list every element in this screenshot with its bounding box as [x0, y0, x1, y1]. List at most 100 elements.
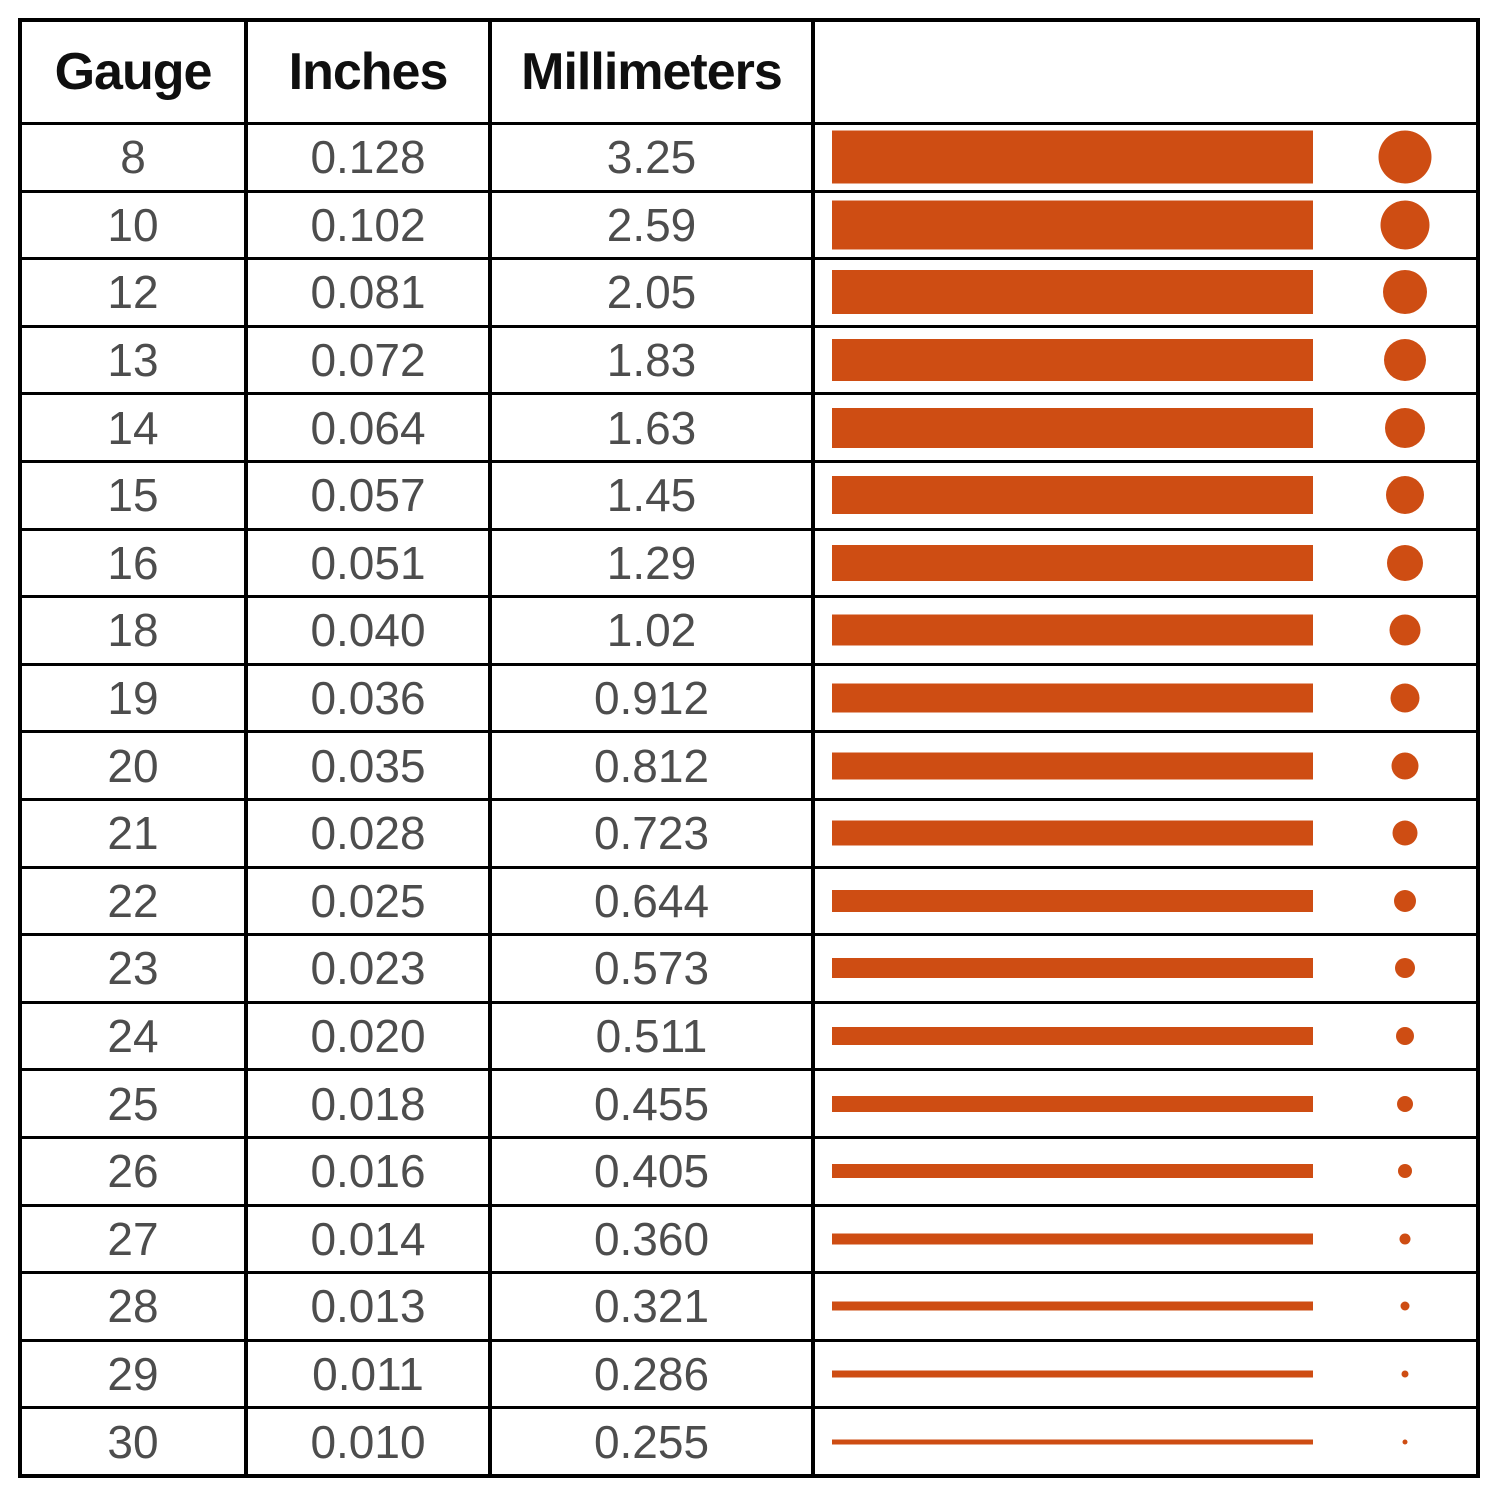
wire-bar	[832, 1370, 1313, 1378]
wire-bar	[832, 820, 1313, 846]
mm-cell: 0.321	[492, 1274, 815, 1339]
gauge-cell: 23	[22, 936, 248, 1001]
header-millimeters: Millimeters	[492, 22, 815, 122]
mm-cell: 0.573	[492, 936, 815, 1001]
wire-dot	[1384, 339, 1426, 382]
inches-cell: 0.102	[248, 192, 492, 258]
gauge-cell: 18	[22, 598, 248, 663]
gauge-cell: 24	[22, 1003, 248, 1069]
wire-bar	[832, 614, 1313, 646]
wire-dot	[1400, 1301, 1410, 1311]
gauge-cell: 14	[22, 395, 248, 460]
gauge-cell: 26	[22, 1138, 248, 1204]
table-row: 21 0.028 0.723	[22, 797, 1476, 866]
mm-cell: 0.812	[492, 733, 815, 798]
wire-dot	[1380, 200, 1430, 250]
header-visual	[815, 22, 1476, 122]
gauge-cell: 30	[22, 1409, 248, 1474]
gauge-cell: 25	[22, 1071, 248, 1136]
gauge-cell: 12	[22, 260, 248, 325]
gauge-cell: 20	[22, 733, 248, 798]
wire-bar	[832, 407, 1313, 448]
wire-dot	[1394, 889, 1416, 912]
wire-bar	[832, 683, 1313, 713]
mm-cell: 0.912	[492, 665, 815, 731]
inches-cell: 0.081	[248, 260, 492, 325]
wire-dot	[1378, 130, 1432, 184]
table-row: 27 0.014 0.360	[22, 1203, 1476, 1272]
wire-dot	[1391, 752, 1419, 780]
wire-bar	[832, 752, 1313, 780]
mm-cell: 0.644	[492, 868, 815, 934]
table-row: 26 0.016 0.405	[22, 1135, 1476, 1204]
wire-dot	[1386, 476, 1424, 515]
table-row: 13 0.072 1.83	[22, 324, 1476, 393]
table-row: 12 0.081 2.05	[22, 257, 1476, 325]
mm-cell: 0.405	[492, 1138, 815, 1204]
wire-dot	[1390, 683, 1420, 713]
size-visual-cell	[815, 463, 1476, 528]
gauge-cell: 27	[22, 1206, 248, 1272]
wire-dot	[1389, 614, 1421, 646]
mm-cell: 0.455	[492, 1071, 815, 1136]
mm-cell: 1.63	[492, 395, 815, 460]
wire-bar	[832, 889, 1313, 912]
wire-bar	[832, 1301, 1313, 1311]
table-row: 23 0.023 0.573	[22, 933, 1476, 1001]
size-visual-cell	[815, 1071, 1476, 1136]
size-visual-cell	[815, 1139, 1476, 1204]
mm-cell: 3.25	[492, 125, 815, 190]
wire-dot	[1401, 1370, 1409, 1378]
mm-cell: 2.59	[492, 192, 815, 258]
size-visual-cell	[815, 733, 1476, 798]
gauge-cell: 22	[22, 868, 248, 934]
gauge-cell: 21	[22, 800, 248, 866]
table-row: 24 0.020 0.511	[22, 1000, 1476, 1069]
wire-dot	[1383, 270, 1427, 315]
inches-cell: 0.025	[248, 868, 492, 934]
gauge-cell: 13	[22, 327, 248, 393]
gauge-cell: 29	[22, 1341, 248, 1407]
mm-cell: 0.723	[492, 800, 815, 866]
wire-dot	[1398, 1164, 1412, 1179]
wire-bar	[832, 476, 1313, 515]
wire-bar	[832, 130, 1313, 184]
wire-bar	[832, 1439, 1313, 1445]
header-gauge: Gauge	[22, 22, 248, 122]
table-row: 25 0.018 0.455	[22, 1068, 1476, 1136]
wire-dot	[1399, 1233, 1411, 1245]
size-visual-cell	[815, 1207, 1476, 1272]
inches-cell: 0.020	[248, 1003, 492, 1069]
table-header-row: Gauge Inches Millimeters	[22, 22, 1476, 122]
inches-cell: 0.051	[248, 530, 492, 596]
wire-bar	[832, 200, 1313, 250]
size-visual-cell	[815, 936, 1476, 1001]
wire-bar	[832, 270, 1313, 315]
gauge-cell: 15	[22, 462, 248, 528]
mm-cell: 1.02	[492, 598, 815, 663]
wire-dot	[1397, 1095, 1413, 1112]
mm-cell: 1.45	[492, 462, 815, 528]
mm-cell: 0.511	[492, 1003, 815, 1069]
inches-cell: 0.018	[248, 1071, 492, 1136]
mm-cell: 0.286	[492, 1341, 815, 1407]
wire-dot	[1402, 1439, 1408, 1445]
wire-dot	[1385, 407, 1425, 448]
inches-cell: 0.023	[248, 936, 492, 1001]
gauge-cell: 19	[22, 665, 248, 731]
inches-cell: 0.072	[248, 327, 492, 393]
table-row: 8 0.128 3.25	[22, 122, 1476, 190]
inches-cell: 0.014	[248, 1206, 492, 1272]
inches-cell: 0.028	[248, 800, 492, 866]
wire-dot	[1396, 1027, 1414, 1046]
gauge-cell: 8	[22, 125, 248, 190]
table-row: 20 0.035 0.812	[22, 730, 1476, 798]
header-inches: Inches	[248, 22, 492, 122]
size-visual-cell	[815, 666, 1476, 731]
table-row: 14 0.064 1.63	[22, 392, 1476, 460]
inches-cell: 0.036	[248, 665, 492, 731]
inches-cell: 0.035	[248, 733, 492, 798]
size-visual-cell	[815, 328, 1476, 393]
size-visual-cell	[815, 801, 1476, 866]
